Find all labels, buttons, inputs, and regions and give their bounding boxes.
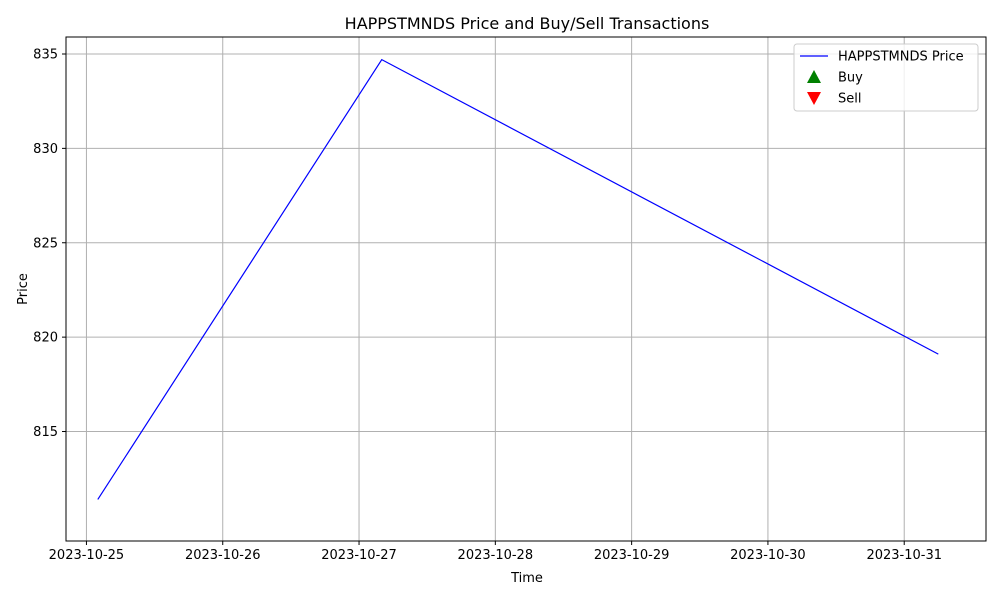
plot-area	[97, 58, 939, 500]
y-tick-label: 830	[33, 142, 58, 157]
y-tick-label: 825	[33, 236, 58, 251]
x-tick-label: 2023-10-30	[730, 548, 806, 563]
y-tick-label: 835	[33, 47, 58, 62]
legend-sell-marker	[807, 92, 821, 105]
x-tick-label: 2023-10-25	[49, 548, 125, 563]
legend-label: Sell	[838, 92, 861, 107]
y-axis: 815 820 825 830 835	[33, 47, 66, 440]
legend-buy-marker	[807, 70, 821, 83]
x-axis-label: Time	[510, 571, 543, 586]
chart-title: HAPPSTMNDS Price and Buy/Sell Transactio…	[345, 14, 710, 33]
y-tick-label: 820	[33, 331, 58, 346]
legend: HAPPSTMNDS Price Buy Sell	[793, 43, 979, 112]
x-tick-label: 2023-10-29	[594, 548, 670, 563]
legend-label: Buy	[838, 71, 863, 86]
x-tick-label: 2023-10-31	[866, 548, 942, 563]
x-axis: 2023-10-25 2023-10-26 2023-10-27 2023-10-28…	[49, 541, 942, 563]
grid-lines	[66, 37, 986, 541]
x-tick-label: 2023-10-27	[321, 548, 397, 563]
x-tick-label: 2023-10-26	[185, 548, 261, 563]
legend-label: HAPPSTMNDS Price	[838, 50, 964, 65]
y-tick-label: 815	[33, 425, 58, 440]
legend-box	[793, 43, 979, 112]
plot-frame	[65, 36, 987, 542]
x-tick-label: 2023-10-28	[458, 548, 534, 563]
y-axis-label: Price	[16, 273, 31, 305]
